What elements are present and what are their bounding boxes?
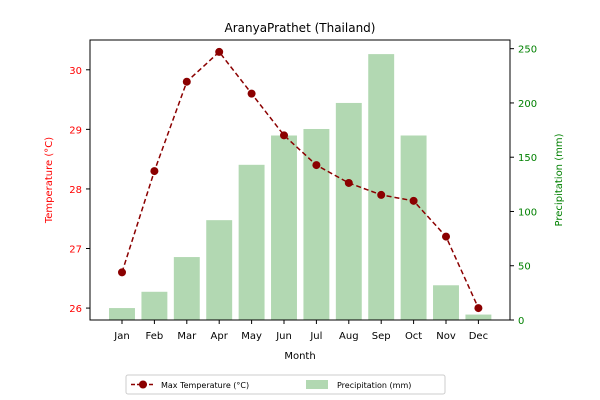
point-feb <box>150 167 159 176</box>
bar-jan <box>109 308 135 320</box>
point-mar <box>182 77 191 86</box>
bar-mar <box>173 257 200 320</box>
left-tick-label: 28 <box>69 185 82 196</box>
x-tick-label: Jul <box>309 331 322 342</box>
legend-label-precipitation: Precipitation (mm) <box>337 381 411 390</box>
point-oct <box>409 196 418 205</box>
x-tick-label: Aug <box>339 331 359 342</box>
x-tick-label: May <box>241 331 262 342</box>
left-tick-label: 26 <box>69 304 82 315</box>
legend-frame <box>125 374 446 395</box>
legend-line-marker <box>139 380 147 389</box>
left-tick-label: 29 <box>69 125 82 136</box>
right-axis-title: Precipitation (mm) <box>554 133 565 226</box>
point-aug <box>344 178 353 187</box>
bar-apr <box>206 220 233 320</box>
right-axis: 0 50 100 150 200 250 <box>510 45 537 327</box>
x-tick-label: Mar <box>177 331 197 342</box>
bar-nov <box>433 285 459 320</box>
right-tick-label: 100 <box>518 207 537 218</box>
x-tick-label: Apr <box>211 331 229 342</box>
chart-title: AranyaPrathet (Thailand) <box>225 21 376 35</box>
legend-label-temperature: Max Temperature (°C) <box>161 381 249 390</box>
temperature-line <box>118 47 483 313</box>
precipitation-bars <box>109 54 492 321</box>
bar-aug <box>335 102 362 320</box>
left-tick-label: 27 <box>69 245 82 256</box>
x-tick-label: Nov <box>436 331 456 342</box>
left-axis-title: Temperature (°C) <box>44 137 55 224</box>
bar-feb <box>141 291 168 320</box>
point-apr <box>215 47 224 56</box>
bar-oct <box>400 135 427 320</box>
point-jun <box>280 131 288 140</box>
x-tick-label: Feb <box>146 331 164 342</box>
right-tick-label: 150 <box>518 153 537 164</box>
legend-bar-swatch <box>306 380 328 389</box>
bar-sep <box>368 54 395 321</box>
legend: Max Temperature (°C) Precipitation (mm) <box>125 374 446 395</box>
bar-dec <box>465 314 492 320</box>
right-tick-label: 250 <box>518 45 537 56</box>
point-nov <box>442 232 450 241</box>
point-dec <box>474 304 483 313</box>
temperature-series-line <box>121 50 480 309</box>
point-may <box>247 89 256 98</box>
point-jul <box>312 161 321 170</box>
right-tick-label: 0 <box>518 316 524 327</box>
x-tick-label: Sep <box>372 331 391 342</box>
x-axis: Jan Feb Mar Apr May Jun Jul Aug Sep Oct Nov Dec <box>113 320 488 342</box>
plot-frame <box>89 39 511 321</box>
left-tick-label: 30 <box>69 66 82 77</box>
point-jan <box>118 268 126 277</box>
point-sep <box>377 190 386 199</box>
bar-jul <box>303 128 330 320</box>
right-tick-label: 200 <box>518 99 537 110</box>
x-tick-label: Dec <box>469 331 488 342</box>
left-axis: 26 27 28 29 30 <box>69 66 90 315</box>
x-tick-label: Jun <box>275 331 292 342</box>
bar-may <box>238 164 265 320</box>
bar-jun <box>271 135 297 320</box>
x-tick-label: Jan <box>113 331 129 342</box>
right-tick-label: 50 <box>518 262 531 273</box>
x-axis-title: Month <box>284 351 315 362</box>
x-tick-label: Oct <box>405 331 422 342</box>
